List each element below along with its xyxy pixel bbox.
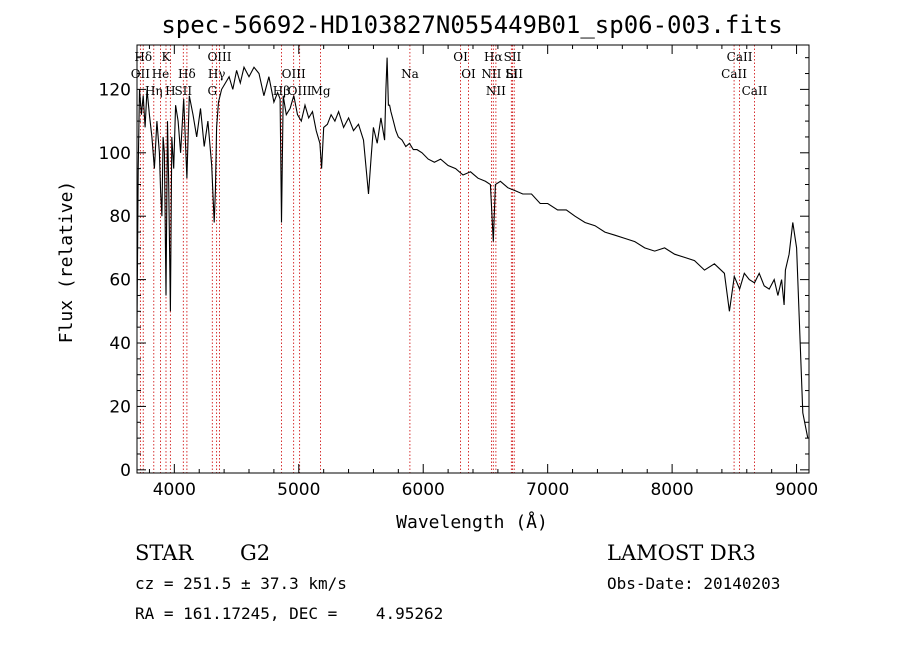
y-tick-label: 20 [109,397,131,417]
object-subclass: G2 [240,541,270,565]
emission-marker-label: NII [486,84,506,98]
chart-title: spec-56692-HD103827N055449B01_sp06-003.f… [161,11,782,39]
emission-marker-label: G [207,84,217,98]
emission-marker-label: OIII [207,50,231,64]
emission-marker-label: K [162,50,172,64]
x-tick-label: 9000 [775,480,818,500]
emission-marker-label: Hδ [134,50,152,64]
emission-marker-label: H [165,84,175,98]
ra-dec-coordinates: RA = 161.17245, DEC = 4.95262 [135,604,443,623]
emission-marker-label: OI [461,67,476,81]
redshift-velocity: cz = 251.5 ± 37.3 km/s [135,574,347,593]
y-tick-label: 80 [109,207,131,227]
emission-marker-label: OIII [288,84,312,98]
y-tick-label: 40 [109,334,131,354]
emission-marker-label: Li [505,67,517,81]
emission-marker-label: SII [174,84,192,98]
x-tick-label: 7000 [526,480,569,500]
emission-marker-label: Hγ [208,67,226,81]
object-class: STAR [135,541,194,565]
emission-marker-label: Mg [311,84,331,98]
emission-line-markers [139,45,755,473]
y-axis-label: Flux (relative) [56,181,77,344]
emission-marker-label: SII [505,67,523,81]
y-tick-label: 0 [120,461,131,481]
emission-marker-label: CaII [742,84,768,98]
emission-marker-label: NII [481,67,501,81]
x-tick-label: 5000 [277,480,320,500]
x-tick-label: 4000 [153,480,196,500]
x-axis-ticks: 4000 5000 6000 7000 8000 9000 [148,45,818,500]
plot-frame [136,44,810,474]
emission-marker-label: OIII [282,67,306,81]
emission-marker-label: Hα [484,50,503,64]
emission-marker-label: CaII [721,67,747,81]
observation-date: Obs-Date: 20140203 [607,574,780,593]
y-tick-label: 100 [99,144,131,164]
emission-marker-label: CaII [727,50,753,64]
survey-name: LAMOST DR3 [607,541,756,565]
emission-marker-label: Hδ [178,67,196,81]
y-tick-label: 60 [109,271,131,291]
x-tick-label: 8000 [650,480,693,500]
x-tick-label: 6000 [402,480,445,500]
y-tick-label: 120 [99,80,131,100]
emission-marker-label: Na [401,67,419,81]
emission-marker-label: OI [453,50,468,64]
emission-marker-label: He [152,67,170,81]
emission-marker-label: SII [504,50,522,64]
emission-marker-label: Hη [145,84,163,98]
flux-series-line [136,57,809,439]
y-axis-ticks: 0 20 40 60 80 100 120 [99,57,809,481]
x-axis-label: Wavelength (Å) [396,511,548,533]
